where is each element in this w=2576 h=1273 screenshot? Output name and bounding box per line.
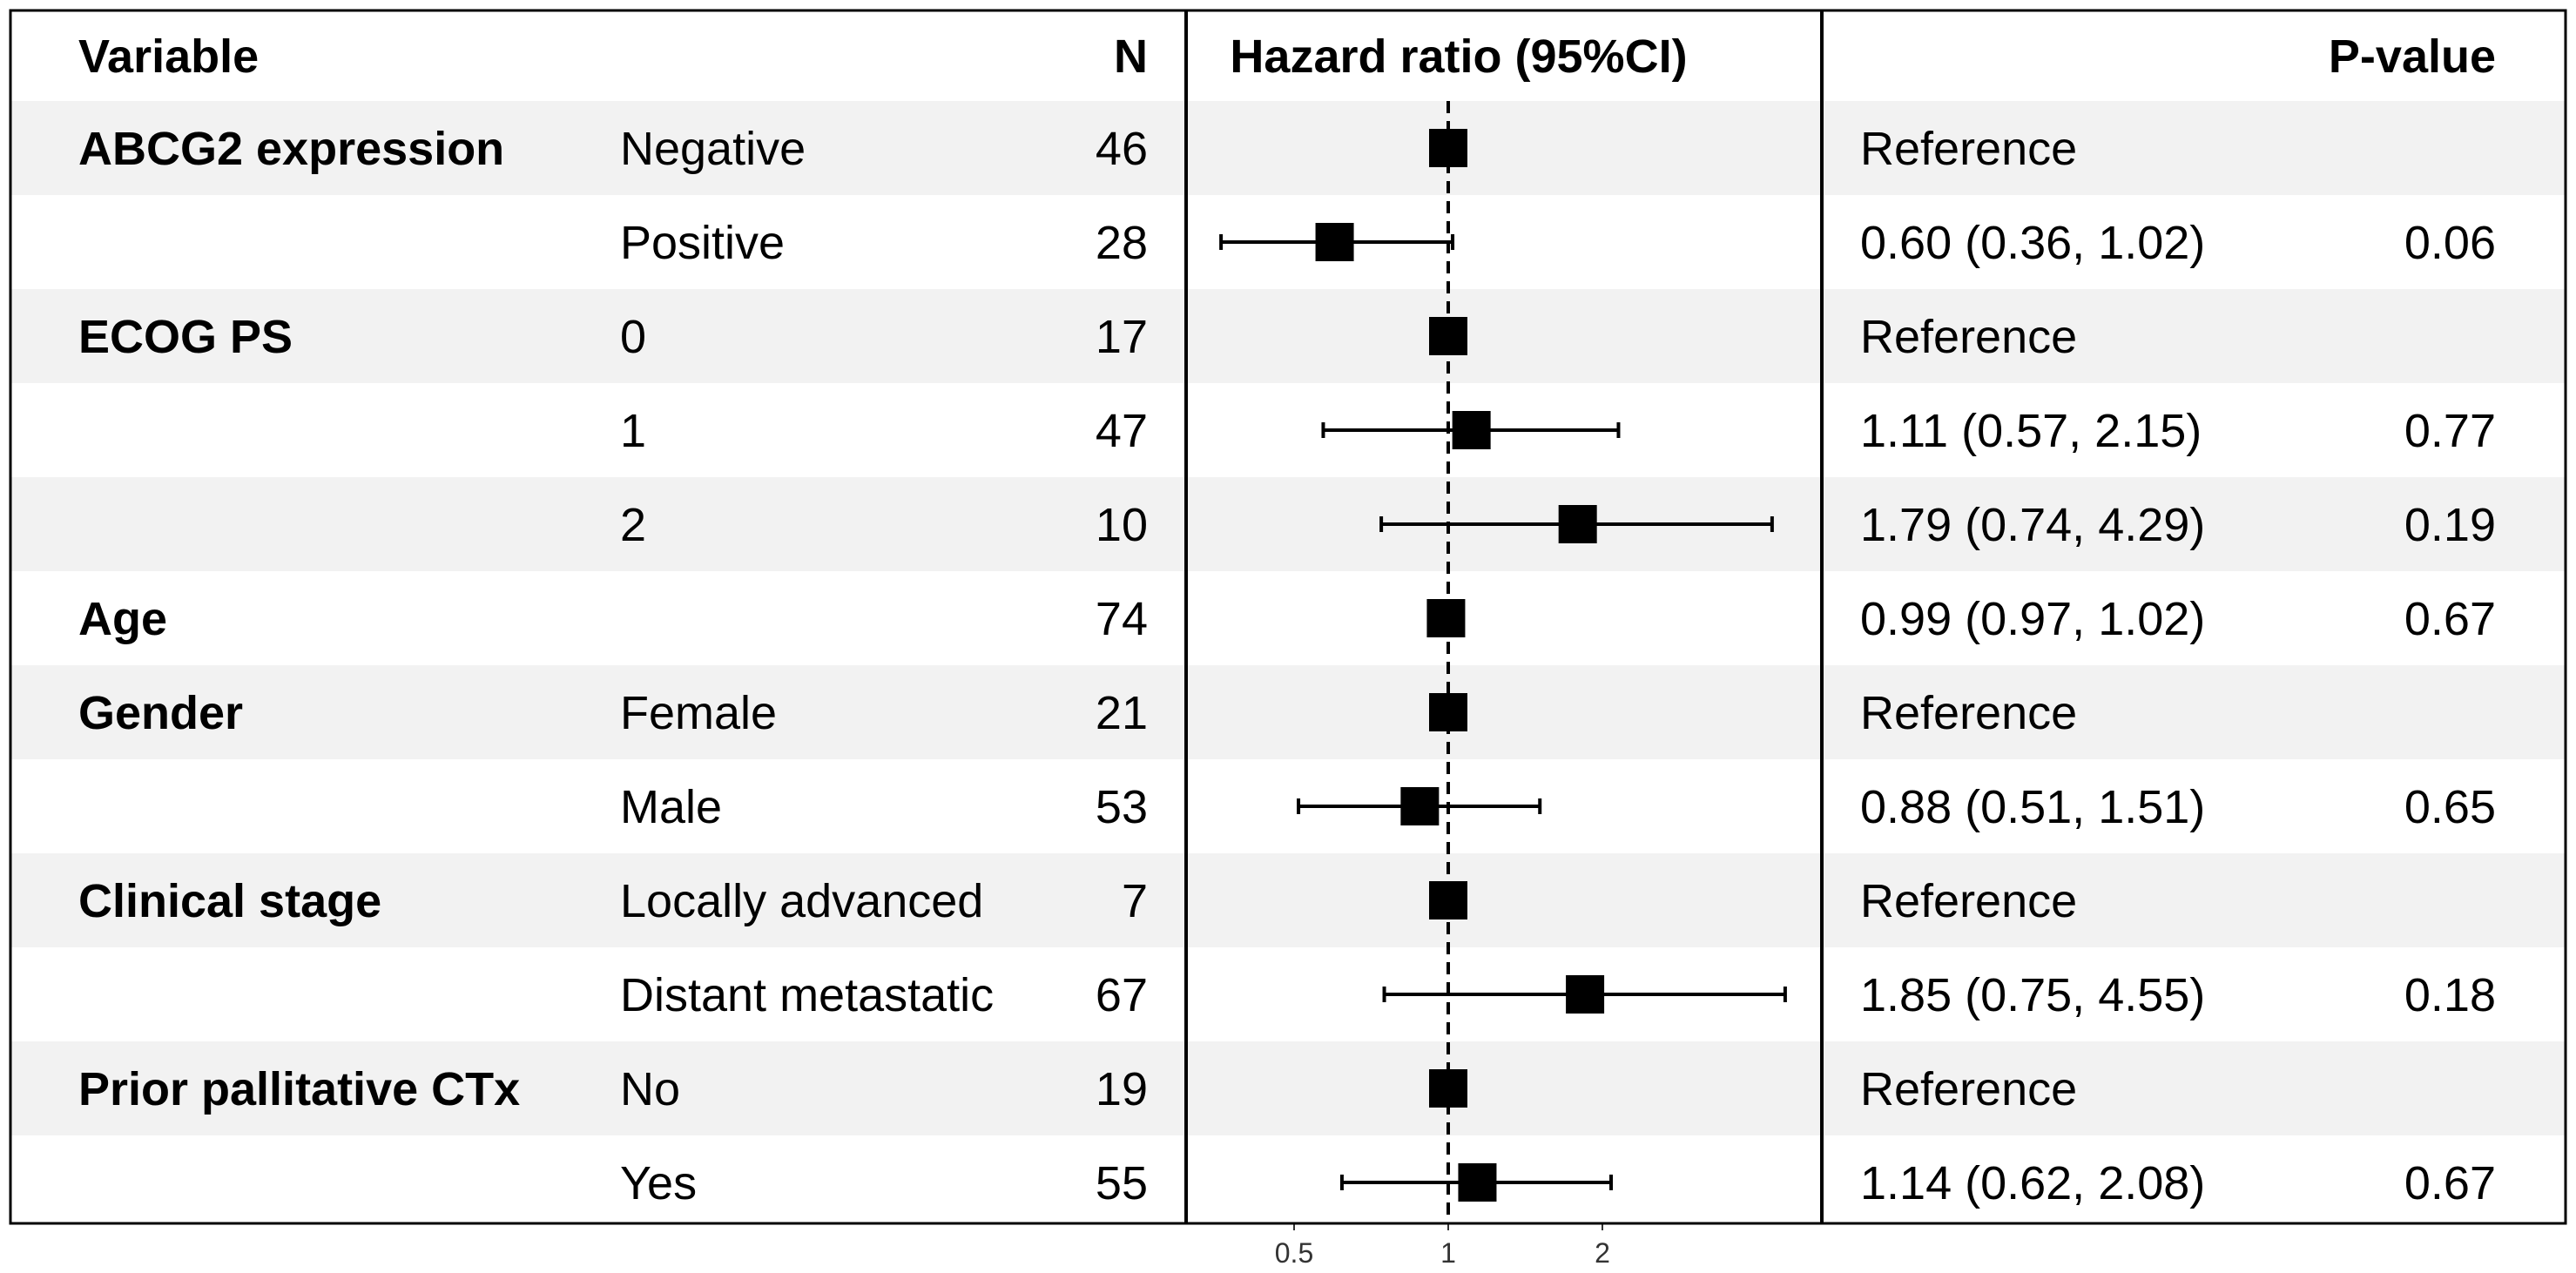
p-value: 0.19 — [2404, 499, 2496, 551]
hr-ci-text: 1.79 (0.74, 4.29) — [1860, 499, 2205, 551]
table-row: 1 47 1.11 (0.57, 2.15) 0.77 — [620, 405, 2496, 457]
level-label: Locally advanced — [620, 875, 983, 927]
level-label: Female — [620, 687, 777, 739]
hr-marker — [1429, 1069, 1467, 1108]
p-value: 0.18 — [2404, 969, 2496, 1021]
n-value: 67 — [1096, 969, 1148, 1021]
level-label: Yes — [620, 1157, 697, 1209]
hr-marker — [1426, 599, 1466, 637]
hr-marker — [1400, 787, 1440, 825]
row-stripe — [10, 289, 2566, 383]
row-stripe — [10, 477, 2566, 571]
table-row: Male 53 0.88 (0.51, 1.51) 0.65 — [620, 781, 2496, 833]
row-stripe — [10, 853, 2566, 947]
x-tick-label: 1 — [1440, 1237, 1456, 1269]
row-stripe — [10, 1041, 2566, 1135]
n-value: 19 — [1096, 1063, 1148, 1115]
hr-marker — [1458, 1163, 1497, 1202]
n-value: 47 — [1096, 405, 1148, 457]
table-row: 2 10 1.79 (0.74, 4.29) 0.19 — [620, 499, 2496, 551]
hr-ci-text: 1.85 (0.75, 4.55) — [1860, 969, 2205, 1021]
x-axis-ticks: 0.5 1 2 — [1275, 1223, 1610, 1269]
level-label: Positive — [620, 217, 785, 269]
n-value: 28 — [1096, 217, 1148, 269]
hr-marker — [1558, 505, 1597, 543]
hr-marker — [1429, 317, 1467, 355]
hr-marker — [1452, 411, 1491, 449]
table-borders — [9, 9, 2567, 1225]
n-value: 53 — [1096, 781, 1148, 833]
hr-marker — [1429, 129, 1467, 167]
level-label: 2 — [620, 499, 646, 551]
table-row: ABCG2 expression Negative 46 Reference — [78, 123, 2077, 175]
n-value: 74 — [1096, 593, 1148, 645]
hr-ci-text: Reference — [1860, 311, 2077, 363]
header-hazard-ratio: Hazard ratio (95%CI) — [1230, 30, 1687, 83]
variable-label: ECOG PS — [78, 311, 293, 363]
header-variable: Variable — [78, 30, 259, 83]
level-label: 0 — [620, 311, 646, 363]
variable-label: ABCG2 expression — [78, 123, 504, 175]
table-row: ECOG PS 0 17 Reference — [78, 311, 2077, 363]
p-value: 0.65 — [2404, 781, 2496, 833]
variable-label: Clinical stage — [78, 875, 381, 927]
hr-marker — [1566, 975, 1605, 1014]
level-label: 1 — [620, 405, 646, 457]
table-row: Yes 55 1.14 (0.62, 2.08) 0.67 — [620, 1157, 2496, 1209]
table-row: Gender Female 21 Reference — [78, 687, 2077, 739]
n-value: 10 — [1096, 499, 1148, 551]
hr-marker — [1429, 693, 1467, 731]
p-value: 0.77 — [2404, 405, 2496, 457]
n-value: 7 — [1122, 875, 1148, 927]
hr-ci-text: Reference — [1860, 687, 2077, 739]
header-row: Variable N Hazard ratio (95%CI) P-value — [78, 30, 2496, 83]
hr-ci-text: 0.88 (0.51, 1.51) — [1860, 781, 2205, 833]
hr-ci-text: Reference — [1860, 875, 2077, 927]
x-tick-label: 2 — [1595, 1237, 1610, 1269]
hr-ci-text: 1.11 (0.57, 2.15) — [1860, 405, 2202, 457]
p-value: 0.67 — [2404, 1157, 2496, 1209]
hr-ci-text: Reference — [1860, 123, 2077, 175]
n-value: 21 — [1096, 687, 1148, 739]
variable-label: Gender — [78, 687, 243, 739]
hr-ci-text: 0.60 (0.36, 1.02) — [1860, 217, 2205, 269]
level-label: Male — [620, 781, 722, 833]
hr-ci-text: 0.99 (0.97, 1.02) — [1860, 593, 2205, 645]
table-row: Prior pallitative CTx No 19 Reference — [78, 1063, 2077, 1115]
n-value: 55 — [1096, 1157, 1148, 1209]
hr-ci-text: Reference — [1860, 1063, 2077, 1115]
x-tick-label: 0.5 — [1275, 1237, 1313, 1269]
level-label: Negative — [620, 123, 806, 175]
table-row: Age 74 0.99 (0.97, 1.02) 0.67 — [78, 593, 2496, 645]
row-stripe — [10, 665, 2566, 759]
header-p-value: P-value — [2329, 30, 2496, 83]
rows: ABCG2 expression Negative 46 Reference Posit… — [78, 123, 2496, 1209]
p-value: 0.67 — [2404, 593, 2496, 645]
hr-marker — [1315, 223, 1354, 261]
p-value: 0.06 — [2404, 217, 2496, 269]
table-row: Distant metastatic 67 1.85 (0.75, 4.55) 0.1… — [620, 969, 2496, 1021]
row-stripes — [10, 101, 2566, 1135]
hr-marker — [1429, 881, 1467, 919]
variable-label: Age — [78, 593, 167, 645]
n-value: 17 — [1096, 311, 1148, 363]
row-stripe — [10, 101, 2566, 195]
variable-label: Prior pallitative CTx — [78, 1063, 520, 1115]
n-value: 46 — [1096, 123, 1148, 175]
level-label: No — [620, 1063, 680, 1115]
header-n: N — [1114, 30, 1148, 83]
hr-ci-text: 1.14 (0.62, 2.08) — [1860, 1157, 2205, 1209]
level-label: Distant metastatic — [620, 969, 994, 1021]
outer-border — [9, 9, 2567, 1225]
table-row: Positive 28 0.60 (0.36, 1.02) 0.06 — [620, 217, 2496, 269]
table-row: Clinical stage Locally advanced 7 Reference — [78, 875, 2077, 927]
